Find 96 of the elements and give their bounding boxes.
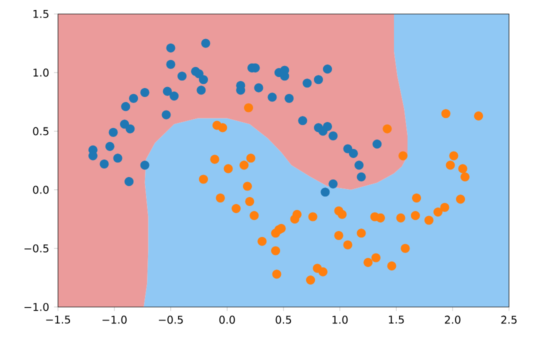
x-tick-label: 1.0	[332, 316, 348, 324]
point	[424, 216, 434, 225]
point	[232, 204, 241, 214]
point	[343, 144, 352, 154]
point	[242, 182, 252, 191]
point	[271, 246, 280, 256]
point	[449, 151, 458, 160]
point	[456, 194, 466, 204]
point	[177, 72, 187, 81]
x-tick-label: −0.5	[158, 316, 183, 324]
y-tick-label: 1.0	[34, 68, 49, 77]
point	[108, 128, 118, 137]
x-tick-label: 1.5	[388, 316, 404, 324]
point	[334, 230, 344, 240]
point	[328, 179, 338, 188]
point	[170, 91, 179, 101]
point	[298, 116, 308, 126]
point	[458, 164, 468, 174]
point	[376, 213, 385, 222]
point	[245, 196, 254, 206]
point	[440, 202, 450, 212]
point	[198, 75, 208, 84]
point	[140, 160, 150, 170]
y-tick-label: 1.5	[34, 10, 48, 18]
point	[328, 131, 338, 140]
point	[318, 267, 328, 276]
point	[194, 69, 204, 78]
point	[105, 142, 114, 151]
point	[129, 94, 138, 103]
point	[306, 275, 316, 285]
point	[372, 140, 382, 149]
point	[246, 154, 256, 163]
y-tick-label: 0.0	[33, 186, 49, 194]
point	[272, 270, 282, 279]
point	[320, 188, 330, 197]
point	[356, 228, 366, 238]
point	[244, 103, 254, 112]
point	[441, 109, 450, 118]
point	[224, 164, 233, 174]
point	[290, 214, 300, 224]
point	[446, 160, 455, 170]
point	[166, 43, 176, 53]
point	[126, 124, 135, 134]
point	[162, 110, 171, 120]
point	[318, 126, 328, 136]
point	[322, 64, 332, 74]
point	[348, 148, 358, 158]
x-tick-label: 2.0	[444, 316, 460, 324]
point	[433, 208, 442, 217]
point	[314, 75, 323, 84]
point	[460, 172, 470, 182]
point	[284, 94, 294, 103]
x-tick-label: −1.0	[102, 316, 127, 324]
point	[216, 193, 225, 203]
point	[398, 151, 408, 160]
point	[276, 224, 286, 233]
point	[100, 159, 109, 169]
point	[210, 154, 220, 164]
x-tick-label: 0.5	[276, 316, 292, 324]
y-tick-label: −1.0	[24, 302, 49, 312]
point	[410, 211, 420, 220]
point	[254, 83, 264, 92]
point	[121, 102, 130, 112]
point	[201, 38, 210, 48]
point	[250, 211, 259, 220]
x-tick-label: 0.0	[219, 316, 235, 324]
point	[140, 88, 150, 98]
point	[364, 258, 373, 267]
x-tick-label: 2.5	[501, 316, 517, 324]
point	[382, 124, 392, 134]
point	[240, 160, 249, 170]
point	[302, 78, 312, 88]
point	[354, 160, 364, 170]
point	[412, 193, 422, 203]
x-tick-label: −1.5	[46, 316, 70, 324]
point	[268, 92, 277, 102]
point	[258, 236, 267, 246]
point	[371, 253, 380, 262]
point	[396, 213, 406, 222]
point	[166, 60, 176, 69]
point	[218, 123, 228, 132]
point	[120, 120, 130, 129]
point	[113, 154, 122, 163]
point	[474, 111, 484, 120]
point	[162, 86, 172, 96]
y-tick-label: 0.5	[33, 127, 48, 136]
point	[196, 86, 206, 95]
point	[308, 212, 318, 222]
point	[387, 261, 396, 271]
y-tick-label: −0.5	[24, 244, 48, 252]
point	[400, 244, 410, 253]
point	[343, 240, 352, 250]
point	[124, 177, 134, 186]
point	[356, 172, 366, 182]
point	[198, 174, 208, 184]
point	[338, 210, 347, 219]
